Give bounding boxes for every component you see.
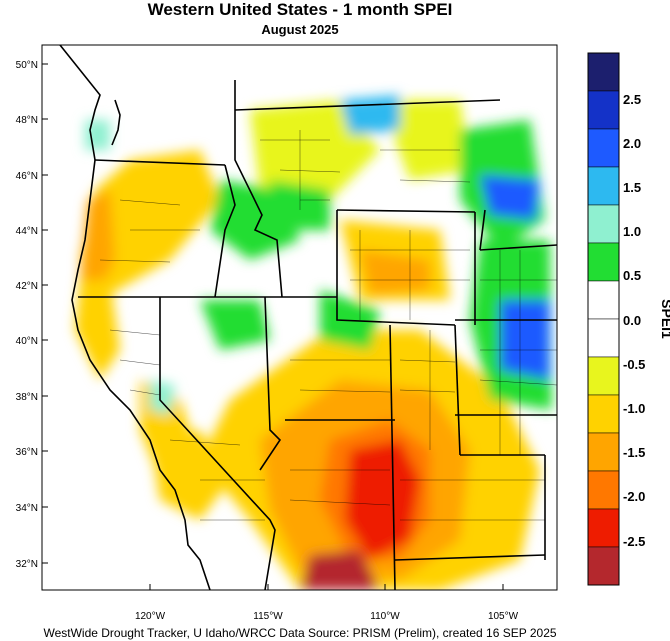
legend-swatch — [587, 166, 620, 206]
lat-label: 36°N — [16, 447, 38, 458]
legend-tick: 0.5 — [623, 268, 641, 283]
legend-swatch — [587, 52, 620, 92]
legend-frame — [587, 52, 620, 586]
spei-field — [59, 45, 557, 590]
legend-swatch — [587, 508, 620, 548]
legend-swatch — [587, 432, 620, 472]
lon-label: 110°W — [370, 611, 400, 622]
lat-label: 44°N — [16, 226, 38, 237]
legend-swatch — [587, 128, 620, 168]
county-lines — [99, 130, 557, 521]
lat-label: 38°N — [16, 392, 38, 403]
legend-tick-labels: 2.5 2.0 1.5 1.0 0.5 0.0 -0.5 -1.0 -1.5 -… — [623, 92, 645, 549]
lon-label: 120°W — [135, 611, 166, 622]
legend-swatch — [587, 204, 620, 244]
lon-label: 115°W — [253, 611, 283, 622]
legend-swatches — [587, 52, 620, 586]
legend-tick: 2.5 — [623, 92, 641, 107]
map-title: Western United States - 1 month SPEI — [147, 0, 453, 19]
latitude-axis: 50°N 48°N 46°N 44°N 42°N 40°N 38°N 36°N … — [16, 60, 48, 570]
puget-sound — [111, 99, 121, 146]
legend-swatch — [587, 470, 620, 510]
legend-tick: 2.0 — [623, 136, 641, 151]
lat-label: 50°N — [16, 60, 38, 71]
legend-swatch — [587, 546, 620, 586]
legend-tick: -2.0 — [623, 489, 645, 504]
legend-swatch — [587, 280, 620, 320]
pacific-coastline — [59, 45, 211, 590]
legend-swatch — [587, 90, 620, 130]
legend-tick: 1.0 — [623, 224, 641, 239]
lat-label: 40°N — [16, 336, 38, 347]
legend-tick: -1.0 — [623, 401, 645, 416]
legend-tick: -2.5 — [623, 534, 645, 549]
state-borders — [78, 80, 557, 590]
lon-label: 105°W — [488, 611, 519, 622]
spei-shading — [75, 95, 552, 590]
legend-swatch — [587, 318, 620, 358]
legend-tick: -1.5 — [623, 445, 645, 460]
lat-label: 34°N — [16, 503, 38, 514]
legend-tick: -0.5 — [623, 357, 645, 372]
spei-legend: 2.5 2.0 1.5 1.0 0.5 0.0 -0.5 -1.0 -1.5 -… — [587, 52, 670, 586]
legend-title: SPEI1 — [659, 299, 670, 339]
legend-swatch — [587, 356, 620, 396]
map-frame — [41, 44, 558, 591]
legend-tick: 0.0 — [623, 313, 641, 328]
lat-label: 48°N — [16, 115, 38, 126]
lat-label: 46°N — [16, 171, 38, 182]
longitude-axis: 120°W 115°W 110°W 105°W — [135, 584, 519, 622]
legend-tick: 1.5 — [623, 180, 641, 195]
lat-label: 32°N — [16, 559, 38, 570]
map-subtitle: August 2025 — [261, 22, 339, 37]
legend-swatch — [587, 242, 620, 282]
credit-line: WestWide Drought Tracker, U Idaho/WRCC D… — [43, 626, 557, 640]
legend-swatch — [587, 394, 620, 434]
lat-label: 42°N — [16, 281, 38, 292]
